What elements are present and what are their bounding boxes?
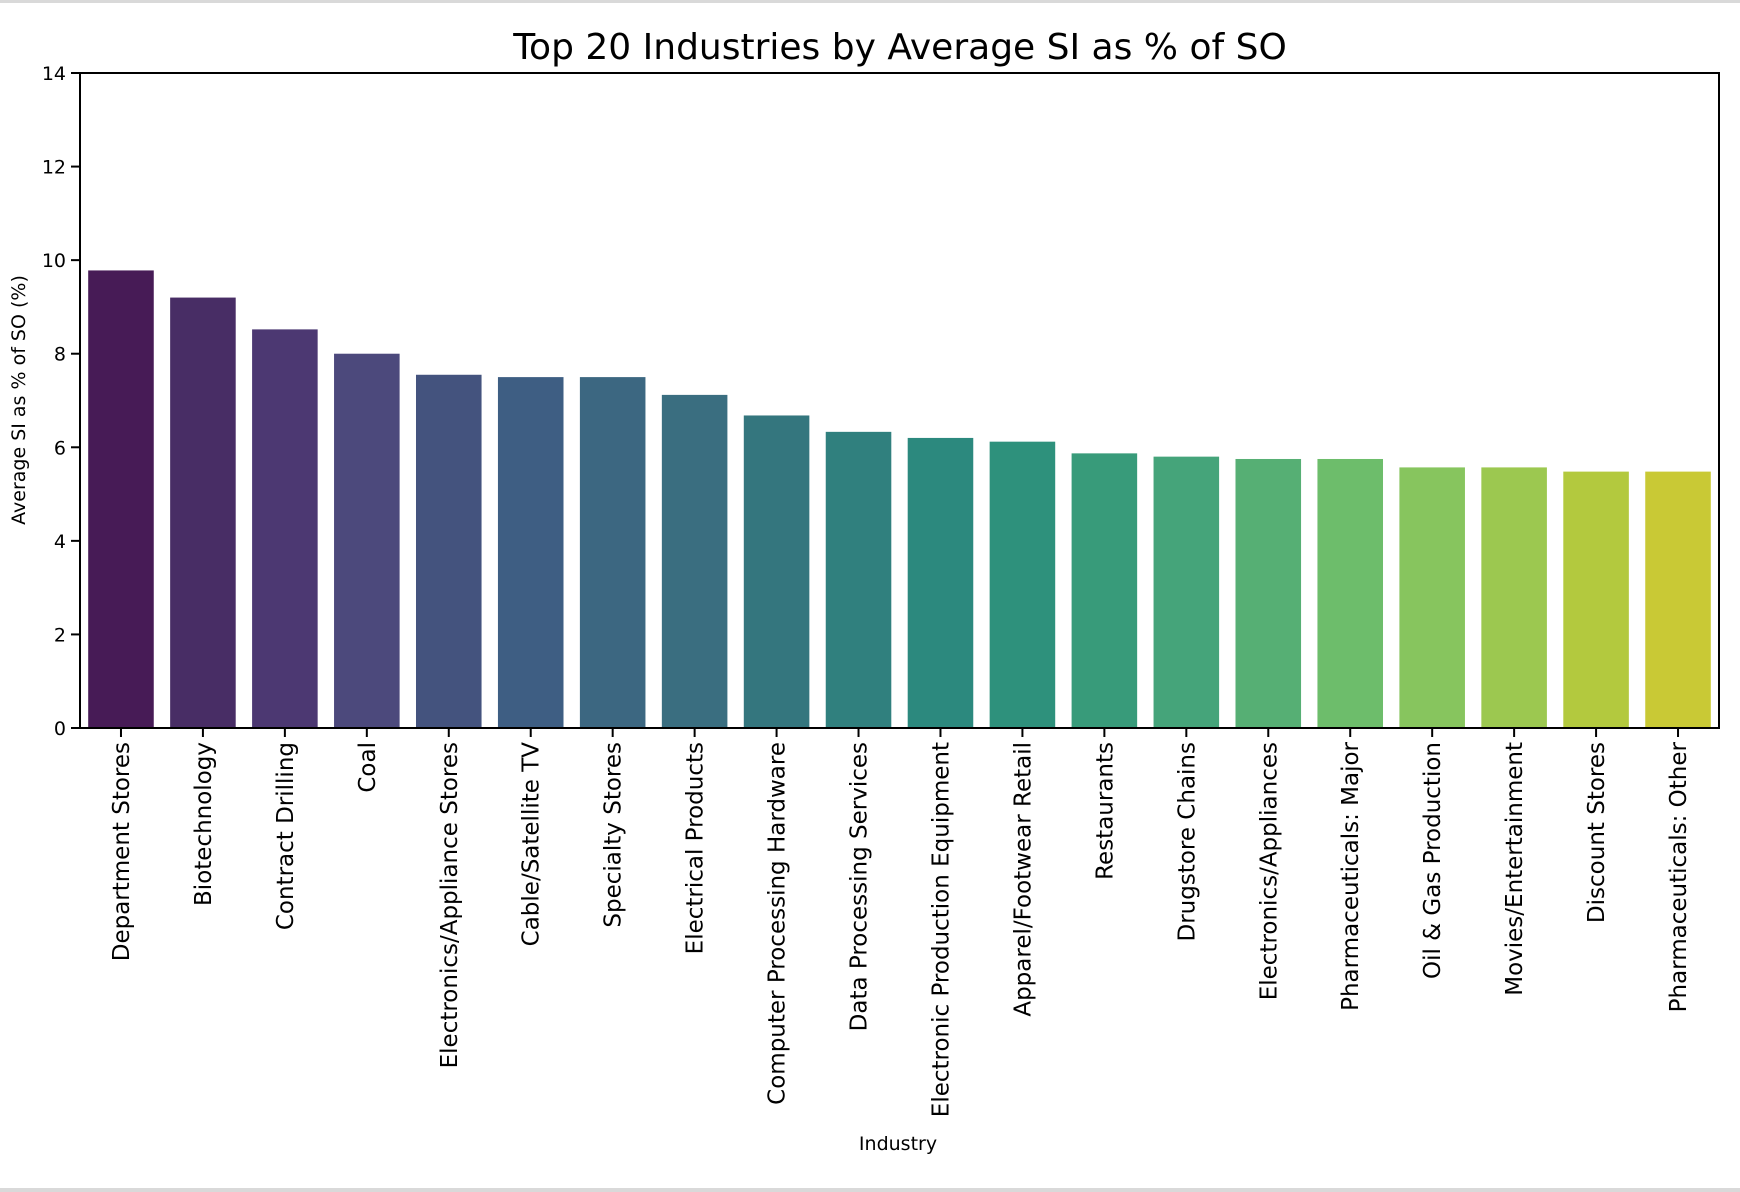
- plot-area-frame: [79, 72, 1720, 729]
- x-tick-label: Data Processing Services: [847, 742, 873, 1031]
- y-tick-label: 14: [42, 63, 66, 85]
- x-tick-label: Contract Drilling: [273, 742, 299, 930]
- x-tick-label: Discount Stores: [1584, 742, 1610, 923]
- y-tick-label: 4: [54, 531, 66, 553]
- bar: [497, 377, 564, 728]
- window-bottom-border: [0, 1188, 1740, 1192]
- y-tick-label: 12: [42, 157, 66, 179]
- x-tick-label: Coal: [355, 742, 381, 793]
- x-tick-label: Specialty Stores: [601, 742, 627, 928]
- y-tick-label: 6: [54, 437, 66, 459]
- bar: [1481, 467, 1547, 728]
- bar: [989, 441, 1056, 728]
- bar: [661, 394, 728, 728]
- bar: [1317, 458, 1384, 728]
- bar: [825, 431, 892, 728]
- x-tick-label: Department Stores: [109, 742, 135, 961]
- bar: [252, 329, 318, 728]
- bar: [907, 437, 974, 728]
- bar: [579, 377, 646, 728]
- chart-title: Top 20 Industries by Average SI as % of …: [512, 27, 1287, 68]
- y-tick-label: 0: [54, 718, 66, 740]
- x-tick-label: Cable/Satellite TV: [519, 742, 545, 947]
- y-tick-label: 2: [54, 624, 66, 646]
- bar: [743, 415, 810, 728]
- x-tick-label: Movies/Entertainment: [1502, 742, 1528, 996]
- x-tick-label: Electronics/Appliances: [1256, 742, 1282, 1000]
- window-top-border: [0, 0, 1740, 3]
- y-axis: 0 2 4 6 8 10 12 14: [42, 63, 80, 740]
- bar: [1071, 453, 1138, 728]
- bar: [334, 353, 400, 728]
- bar: [1153, 456, 1220, 728]
- bars-group: [88, 270, 1711, 728]
- bar: [1645, 471, 1711, 728]
- x-axis: Department Stores Biotechnology Contract D…: [109, 728, 1692, 1117]
- x-tick-label: Oil & Gas Production: [1420, 742, 1446, 979]
- x-tick-label: Drugstore Chains: [1174, 742, 1200, 942]
- x-tick-label: Pharmaceuticals: Major: [1338, 741, 1364, 1010]
- x-tick-label: Computer Processing Hardware: [765, 742, 791, 1105]
- y-tick-label: 8: [54, 344, 66, 366]
- x-axis-label: Industry: [859, 1133, 937, 1155]
- x-tick-label: Electronics/Appliance Stores: [437, 742, 463, 1068]
- x-tick-label: Apparel/Footwear Retail: [1010, 742, 1036, 1017]
- bar: [1563, 471, 1629, 728]
- x-tick-label: Electrical Products: [683, 742, 709, 954]
- bar: [1399, 467, 1465, 728]
- bar: [88, 270, 154, 728]
- y-axis-label: Average SI as % of SO (%): [8, 275, 30, 525]
- x-tick-label: Pharmaceuticals: Other: [1666, 741, 1692, 1012]
- bar: [415, 374, 482, 728]
- bar: [1235, 458, 1302, 728]
- y-tick-label: 10: [42, 250, 66, 272]
- x-tick-label: Electronic Production Equipment: [928, 742, 954, 1117]
- x-tick-label: Restaurants: [1092, 742, 1118, 880]
- x-tick-label: Biotechnology: [191, 742, 217, 906]
- bar: [170, 297, 236, 728]
